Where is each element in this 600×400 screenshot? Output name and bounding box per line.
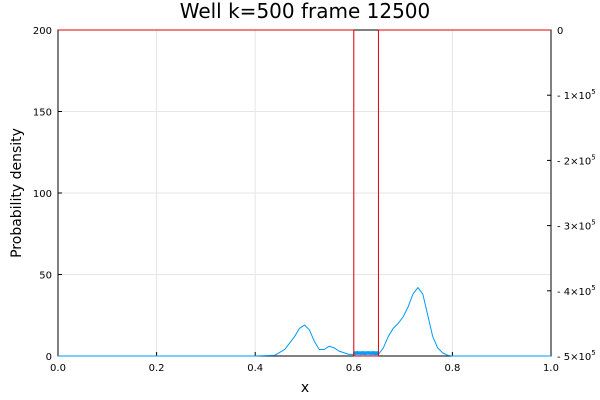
y-tick-label: 50 (39, 271, 52, 282)
probability-density-line (58, 287, 551, 357)
y-axis-label: Probability density (9, 128, 25, 258)
y2-tick-label: - 1×105 (557, 88, 596, 102)
x-tick-label: 0.4 (247, 363, 263, 374)
x-axis-label: x (301, 380, 309, 396)
x-tick-label: 0.2 (149, 363, 165, 374)
potential-well-line (58, 29, 551, 357)
y2-tick-label: - 4×105 (557, 284, 596, 298)
y-tick-label: 100 (33, 189, 52, 200)
y-tick-label: 0 (46, 352, 52, 363)
x-tick-label: 0.0 (50, 363, 66, 374)
grid (58, 30, 551, 356)
well-oscillation-line (353, 351, 379, 356)
x-tick-label: 1.0 (543, 363, 559, 374)
y-tick-label: 200 (33, 26, 52, 37)
y2-tick-label: - 2×105 (557, 153, 596, 167)
ticks: 0.0 0.2 0.4 0.6 0.8 1.0 0 50 100 150 200 0 - 1×105 - … (33, 26, 596, 374)
series (58, 29, 551, 357)
y2-tick-label: - 5×105 (557, 349, 596, 363)
y-tick-label: 150 (33, 108, 52, 119)
y2-tick-label: - 3×105 (557, 219, 596, 233)
y2-tick-label: 0 (557, 26, 563, 37)
x-tick-label: 0.6 (346, 363, 362, 374)
chart-title: Well k=500 frame 12500 (180, 0, 431, 23)
x-tick-label: 0.8 (444, 363, 460, 374)
